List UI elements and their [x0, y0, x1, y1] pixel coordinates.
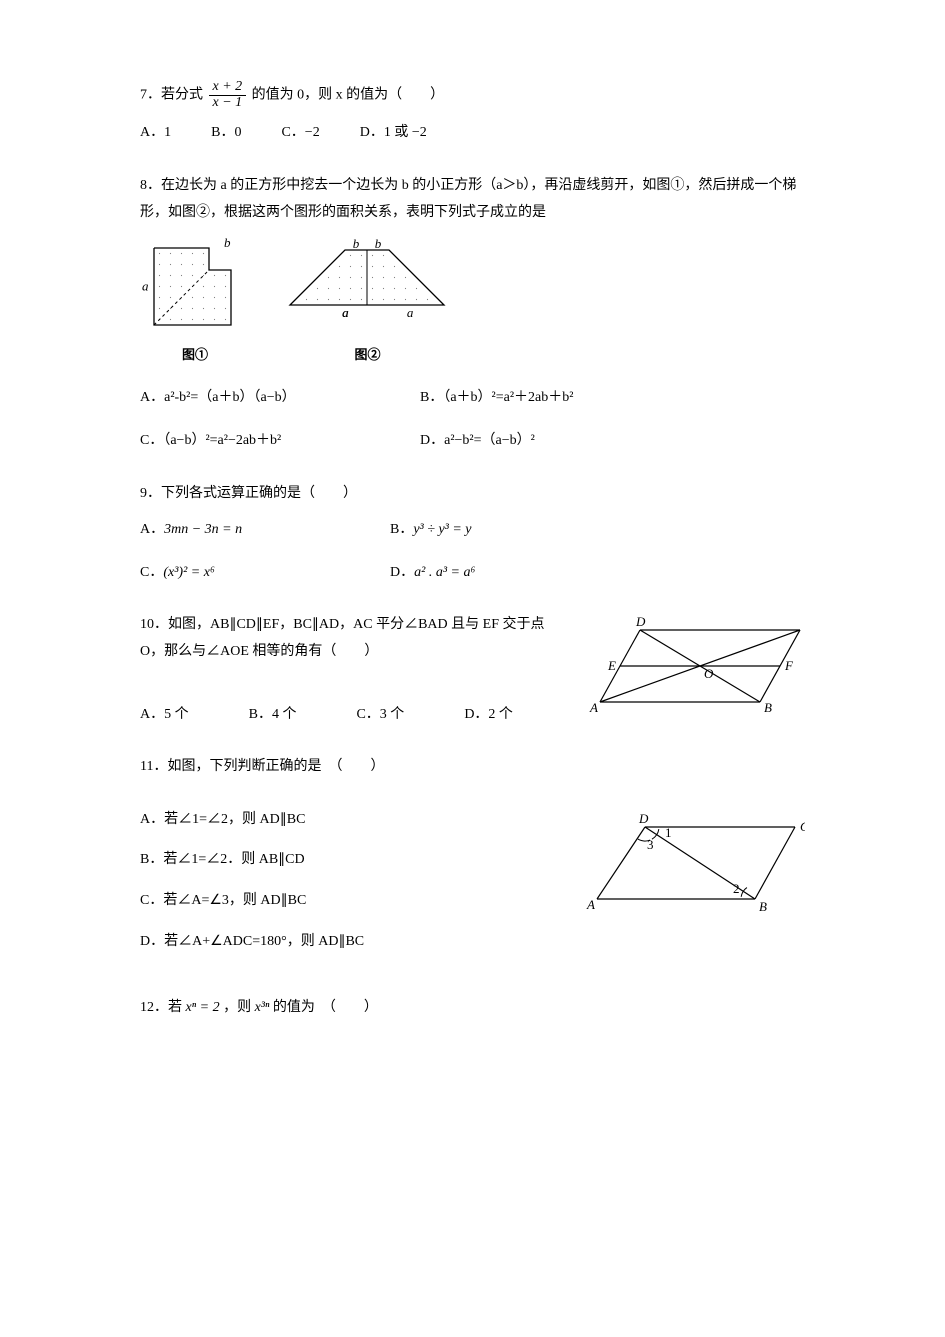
q9-opt-a: A．3mn − 3n = n [140, 517, 390, 544]
q11-opt-c: C．若∠A=∠3，则 AD∥BC [140, 888, 565, 915]
q7-opt-a: A．1 [140, 120, 171, 147]
q7-opt-b: B．0 [211, 120, 241, 147]
q8-opt-c: C．（a−b）²=a²−2ab＋b² [140, 428, 420, 455]
svg-text:O: O [704, 666, 714, 681]
question-12: 12．若 xⁿ = 2 ，则 x³ⁿ 的值为 （ ） [140, 995, 805, 1022]
q7-fraction: x + 2 x − 1 [209, 80, 247, 110]
q9-text: 9．下列各式运算正确的是（ ） [140, 481, 805, 508]
svg-text:a: a [342, 305, 349, 320]
svg-text:3: 3 [647, 837, 654, 852]
svg-text:A: A [586, 897, 595, 912]
question-11: 11．如图，下列判断正确的是 （ ） A．若∠1=∠2，则 AD∥BC B．若∠… [140, 754, 805, 969]
svg-text:C: C [800, 819, 805, 834]
q8-opt-a: A．a²-b²=（a＋b）（a−b） [140, 385, 420, 412]
q8-figure-1-svg: ab [140, 236, 250, 328]
q7-prefix: 7．若分式 [140, 87, 203, 102]
q8-figures: ab 图① bbaaa 图② [140, 236, 805, 367]
svg-text:B: B [759, 899, 767, 914]
svg-text:b: b [353, 236, 360, 251]
question-7-stem: 7．若分式 x + 2 x − 1 的值为 0，则 x 的值为（ ） [140, 80, 805, 110]
q8-text: 8．在边长为 a 的正方形中挖去一个边长为 b 的小正方形（a＞b），再沿虚线剪… [140, 173, 805, 226]
q9-opt-b: B．y³ ÷ y³ = y [390, 517, 640, 544]
q8-opt-d: D．a²−b²=（a−b）² [420, 428, 700, 455]
q11-text: 11．如图，下列判断正确的是 （ ） [140, 754, 805, 781]
svg-text:D: D [635, 614, 646, 629]
q10-opt-d: D．2 个 [464, 702, 513, 729]
q7-opt-c: C．−2 [281, 120, 319, 147]
q11-options: A．若∠1=∠2，则 AD∥BC B．若∠1=∠2．则 AB∥CD C．若∠A=… [140, 807, 565, 969]
q10-opt-a: A．5 个 [140, 702, 189, 729]
q8-figure-1: ab 图① [140, 236, 250, 367]
q11-figure-svg: A B C D 13 2 [585, 807, 805, 917]
q11-opt-a: A．若∠1=∠2，则 AD∥BC [140, 807, 565, 834]
svg-text:D: D [638, 811, 649, 826]
q8-figure-1-caption: 图① [140, 343, 250, 368]
q7-options: A．1 B．0 C．−2 D．1 或 −2 [140, 120, 805, 147]
svg-text:1: 1 [665, 825, 672, 840]
q8-options: A．a²-b²=（a＋b）（a−b） B．（a＋b）²=a²＋2ab＋b² C．… [140, 385, 805, 454]
q10-figure-svg: ABCDEFO [585, 612, 805, 717]
q8-figure-2-caption: 图② [280, 343, 455, 368]
svg-text:a: a [407, 305, 414, 320]
question-8: 8．在边长为 a 的正方形中挖去一个边长为 b 的小正方形（a＞b），再沿虚线剪… [140, 173, 805, 455]
q7-suffix: 的值为 0，则 x 的值为（ ） [252, 87, 445, 102]
q11-opt-b: B．若∠1=∠2．则 AB∥CD [140, 847, 565, 874]
q10-opt-b: B．4 个 [249, 702, 297, 729]
question-10: 10．如图，AB∥CD∥EF，BC∥AD，AC 平分∠BAD 且与 EF 交于点… [140, 612, 805, 728]
q9-options: A．3mn − 3n = n B．y³ ÷ y³ = y C．(x³)² = x… [140, 517, 805, 586]
q8-opt-b: B．（a＋b）²=a²＋2ab＋b² [420, 385, 700, 412]
q10-options: A．5 个 B．4 个 C．3 个 D．2 个 [140, 702, 565, 729]
svg-text:A: A [589, 700, 598, 715]
svg-text:2: 2 [733, 881, 740, 896]
q10-text: 10．如图，AB∥CD∥EF，BC∥AD，AC 平分∠BAD 且与 EF 交于点… [140, 612, 565, 665]
q11-opt-d: D．若∠A+∠ADC=180°，则 AD∥BC [140, 929, 565, 956]
q9-opt-c: C．(x³)² = x⁶ [140, 560, 390, 587]
q7-frac-den: x − 1 [209, 96, 247, 111]
svg-text:b: b [375, 236, 382, 251]
q7-opt-d: D．1 或 −2 [360, 120, 427, 147]
svg-text:F: F [784, 658, 794, 673]
svg-text:a: a [142, 279, 149, 294]
svg-text:b: b [224, 236, 231, 250]
q12-text: 12．若 xⁿ = 2 ，则 x³ⁿ 的值为 （ ） [140, 995, 805, 1022]
q10-opt-c: C．3 个 [356, 702, 404, 729]
svg-text:B: B [764, 700, 772, 715]
q7-frac-num: x + 2 [209, 80, 247, 96]
q9-opt-d: D．a² . a³ = a⁶ [390, 560, 640, 587]
question-7: 7．若分式 x + 2 x − 1 的值为 0，则 x 的值为（ ） A．1 B… [140, 80, 805, 147]
svg-text:E: E [607, 658, 616, 673]
q8-figure-2: bbaaa 图② [280, 236, 455, 367]
q8-figure-2-svg: bbaaa [280, 236, 455, 328]
question-9: 9．下列各式运算正确的是（ ） A．3mn − 3n = n B．y³ ÷ y³… [140, 481, 805, 587]
